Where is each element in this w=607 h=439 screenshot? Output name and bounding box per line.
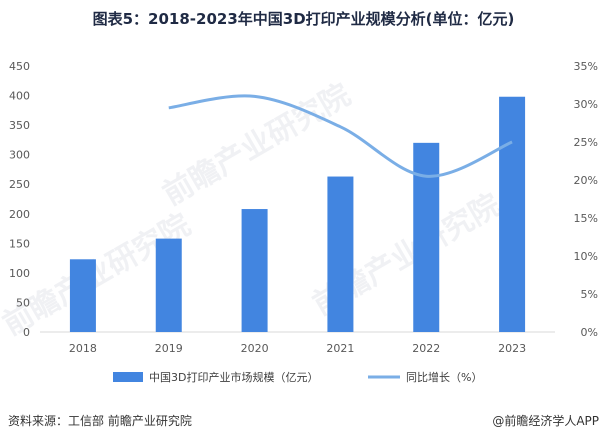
growth-line bbox=[168, 94, 513, 178]
x-tick-label: 2021 bbox=[326, 342, 354, 355]
y-right-tick-label: 20% bbox=[574, 174, 598, 187]
y-right-tick-label: 35% bbox=[574, 60, 598, 73]
y-left-tick-label: 100 bbox=[9, 267, 30, 280]
y-left-tick-label: 350 bbox=[9, 119, 30, 132]
x-tick-label: 2018 bbox=[69, 342, 97, 355]
legend-bar-swatch bbox=[113, 372, 143, 382]
y-left-tick-label: 150 bbox=[9, 237, 30, 250]
legend-bar-label: 中国3D打印产业市场规模（亿元） bbox=[149, 370, 318, 384]
y-right-tick-label: 0% bbox=[581, 326, 598, 339]
y-left-tick-label: 250 bbox=[9, 178, 30, 191]
y-right-tick-label: 25% bbox=[574, 136, 598, 149]
y-right-tick-label: 10% bbox=[574, 250, 598, 263]
y-left-tick-label: 50 bbox=[16, 296, 30, 309]
source-note: 资料来源：工信部 前瞻产业研究院 bbox=[8, 414, 192, 428]
legend-line-label: 同比增长（%） bbox=[406, 370, 482, 384]
y-left-tick-label: 0 bbox=[23, 326, 30, 339]
y-right-tick-label: 30% bbox=[574, 98, 598, 111]
x-tick-label: 2020 bbox=[241, 342, 269, 355]
chart-svg: 0 50 100 150 200 250 300 350 400 450 0% 5% 10% 15% 20%… bbox=[9, 60, 598, 384]
x-tick-label: 2022 bbox=[412, 342, 440, 355]
y-left-tick-label: 450 bbox=[9, 60, 30, 73]
y-right-tick-label: 5% bbox=[581, 288, 598, 301]
y-left-tick-label: 400 bbox=[9, 90, 30, 103]
x-tick-label: 2019 bbox=[155, 342, 183, 355]
y-right-tick-label: 15% bbox=[574, 212, 598, 225]
y-left-tick-label: 200 bbox=[9, 208, 30, 221]
credit-note: @前瞻经济学人APP bbox=[492, 414, 599, 428]
bar bbox=[327, 176, 354, 332]
bar bbox=[499, 96, 526, 332]
bar bbox=[155, 238, 182, 332]
chart-title: 图表5：2018-2023年中国3D打印产业规模分析(单位：亿元) bbox=[92, 10, 515, 28]
bar bbox=[69, 259, 96, 332]
x-tick-label: 2023 bbox=[498, 342, 526, 355]
bar bbox=[413, 142, 440, 332]
y-left-tick-label: 300 bbox=[9, 149, 30, 162]
bar bbox=[241, 209, 268, 332]
